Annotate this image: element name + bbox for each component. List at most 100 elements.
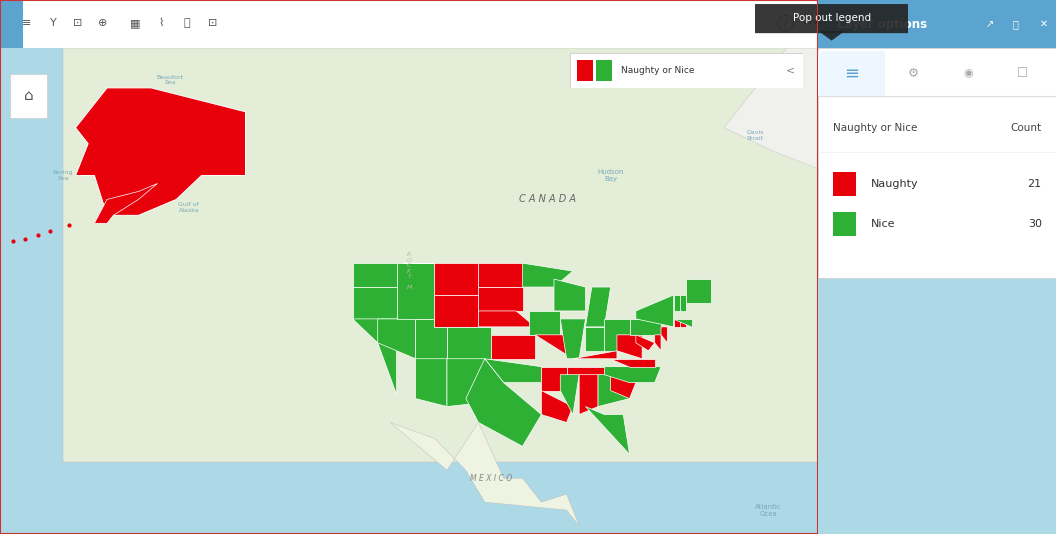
- Text: Atlantic
Ocea: Atlantic Ocea: [755, 504, 781, 516]
- Text: Layer options: Layer options: [837, 18, 927, 30]
- Bar: [818, 0, 1056, 48]
- Text: R
O
C
K
Y
 
M: R O C K Y M: [407, 253, 412, 290]
- Polygon shape: [636, 295, 674, 327]
- Text: ✕: ✕: [1040, 19, 1049, 29]
- Text: Bering
Sea: Bering Sea: [53, 170, 73, 181]
- Polygon shape: [579, 375, 598, 414]
- Text: ⊕: ⊕: [97, 18, 107, 28]
- Bar: [818, 51, 885, 96]
- Text: M E X I C O: M E X I C O: [470, 474, 512, 483]
- Polygon shape: [535, 335, 572, 359]
- Text: Nice: Nice: [870, 219, 895, 229]
- Text: ☐: ☐: [1017, 67, 1029, 80]
- Text: ⊡: ⊡: [73, 18, 82, 28]
- Polygon shape: [523, 263, 572, 287]
- Text: <: <: [787, 65, 795, 75]
- Polygon shape: [661, 327, 667, 343]
- Polygon shape: [391, 422, 579, 526]
- Text: 30: 30: [1027, 219, 1041, 229]
- Text: i: i: [784, 17, 788, 29]
- Text: GREENLAND: GREENLAND: [845, 83, 892, 92]
- Polygon shape: [585, 327, 604, 351]
- Polygon shape: [447, 359, 485, 406]
- Text: ▦: ▦: [130, 18, 140, 28]
- Text: Naughty or Nice: Naughty or Nice: [621, 66, 695, 75]
- Text: 21: 21: [1027, 179, 1041, 189]
- Bar: [578, 60, 593, 81]
- FancyBboxPatch shape: [752, 4, 911, 33]
- Polygon shape: [478, 311, 535, 327]
- Polygon shape: [403, 263, 478, 295]
- Polygon shape: [818, 31, 845, 41]
- Polygon shape: [674, 295, 680, 311]
- Polygon shape: [353, 319, 397, 395]
- Polygon shape: [629, 319, 661, 335]
- Text: •••: •••: [802, 18, 819, 28]
- Polygon shape: [491, 335, 535, 359]
- Polygon shape: [617, 335, 642, 359]
- Polygon shape: [655, 335, 661, 351]
- Polygon shape: [604, 319, 629, 351]
- Text: Count: Count: [1011, 123, 1041, 133]
- Polygon shape: [415, 319, 447, 359]
- Polygon shape: [554, 279, 585, 311]
- Polygon shape: [94, 184, 157, 223]
- Text: Bay: Bay: [636, 69, 648, 74]
- Polygon shape: [466, 359, 542, 446]
- Polygon shape: [542, 367, 567, 390]
- Polygon shape: [610, 359, 655, 367]
- Text: Beaufort
Sea: Beaufort Sea: [156, 75, 184, 85]
- Bar: [596, 60, 612, 81]
- Polygon shape: [561, 375, 579, 414]
- Polygon shape: [353, 263, 397, 287]
- Text: Gulf of
Alaska: Gulf of Alaska: [178, 202, 200, 213]
- Polygon shape: [434, 295, 478, 327]
- Text: ⊡: ⊡: [208, 18, 218, 28]
- Text: ⤢: ⤢: [184, 18, 190, 28]
- Polygon shape: [378, 319, 415, 359]
- Polygon shape: [447, 327, 491, 359]
- Text: Naughty or Nice: Naughty or Nice: [832, 123, 917, 133]
- Polygon shape: [353, 287, 397, 319]
- Polygon shape: [397, 263, 434, 319]
- Polygon shape: [674, 319, 680, 327]
- Polygon shape: [542, 390, 572, 422]
- Bar: [832, 172, 856, 196]
- Polygon shape: [572, 351, 617, 359]
- Text: ⚙: ⚙: [908, 67, 919, 80]
- Polygon shape: [585, 406, 629, 454]
- Polygon shape: [485, 359, 542, 383]
- Bar: [832, 212, 856, 236]
- Text: Naughty: Naughty: [870, 179, 919, 189]
- Text: ↗: ↗: [985, 19, 994, 29]
- Text: Y: Y: [50, 18, 57, 28]
- Bar: [818, 48, 1056, 278]
- Polygon shape: [561, 319, 585, 359]
- Text: ≡: ≡: [844, 65, 860, 82]
- Text: 🗑: 🗑: [1013, 19, 1019, 29]
- Polygon shape: [567, 367, 617, 375]
- Polygon shape: [674, 319, 693, 327]
- Polygon shape: [598, 375, 629, 406]
- Polygon shape: [636, 335, 655, 351]
- Polygon shape: [76, 88, 245, 215]
- Text: ⌂: ⌂: [23, 88, 34, 103]
- Polygon shape: [415, 359, 447, 406]
- Text: ◉: ◉: [963, 68, 973, 78]
- Text: Hudson
Bay: Hudson Bay: [598, 169, 624, 182]
- Polygon shape: [610, 375, 636, 398]
- Polygon shape: [680, 319, 686, 327]
- Polygon shape: [529, 311, 561, 335]
- Polygon shape: [585, 287, 610, 327]
- Text: Pop out legend: Pop out legend: [793, 13, 870, 23]
- Text: Davis
Strait: Davis Strait: [747, 130, 765, 141]
- Polygon shape: [478, 287, 523, 311]
- Polygon shape: [478, 263, 523, 287]
- Text: ≡: ≡: [21, 18, 31, 28]
- Text: ⌇: ⌇: [158, 18, 164, 28]
- FancyBboxPatch shape: [63, 48, 818, 462]
- Polygon shape: [604, 367, 661, 383]
- Polygon shape: [680, 295, 686, 311]
- Text: C A N A D A: C A N A D A: [520, 194, 577, 205]
- Polygon shape: [686, 279, 712, 303]
